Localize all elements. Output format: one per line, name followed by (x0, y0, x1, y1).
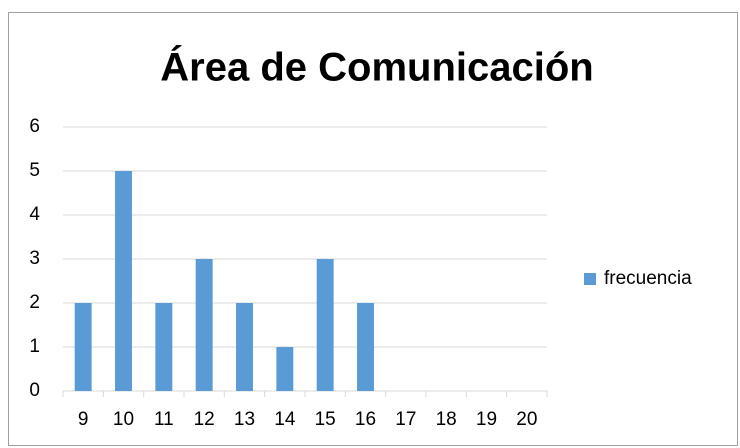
x-tick-label: 9 (78, 409, 89, 430)
y-tick-label: 5 (29, 160, 40, 181)
y-tick-label: 4 (29, 204, 40, 225)
y-tick-label: 6 (29, 116, 40, 137)
x-tick-label: 19 (476, 409, 497, 430)
x-tick-label: 14 (274, 409, 296, 430)
y-tick-label: 3 (29, 248, 40, 269)
bar (357, 303, 374, 391)
x-tick-label: 20 (516, 409, 537, 430)
x-tick-label: 12 (194, 409, 215, 430)
x-tick-label: 15 (315, 409, 336, 430)
bar (236, 303, 253, 391)
bar (276, 347, 294, 391)
legend-label: frecuencia (604, 268, 692, 289)
x-tick-label: 10 (113, 409, 134, 430)
legend-swatch (584, 273, 596, 285)
bar (115, 171, 132, 391)
x-tick-label: 16 (355, 409, 376, 430)
x-tick-label: 13 (234, 409, 255, 430)
bar (195, 259, 213, 391)
chart-title: Área de Comunicación (160, 45, 593, 90)
bar (74, 303, 92, 391)
x-tick-label: 11 (154, 409, 174, 430)
y-tick-label: 0 (29, 380, 40, 401)
bar (155, 303, 173, 391)
bar (316, 259, 334, 391)
x-tick-label: 18 (436, 409, 457, 430)
x-tick-label: 17 (395, 409, 416, 430)
y-tick-label: 2 (29, 292, 40, 313)
y-tick-label: 1 (29, 336, 40, 357)
